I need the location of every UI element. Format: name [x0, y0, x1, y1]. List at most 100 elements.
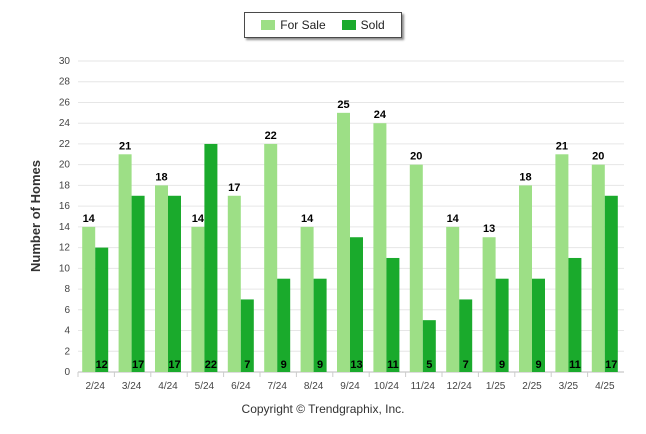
y-tick-label: 16 — [59, 201, 71, 212]
bar-sold — [386, 257, 400, 372]
bar-sold — [95, 247, 109, 372]
x-tick-label: 3/24 — [122, 381, 142, 392]
y-tick-label: 2 — [64, 346, 70, 357]
bar-for-sale — [300, 226, 314, 372]
bar-for-sale — [155, 185, 168, 372]
bar-sold — [604, 195, 618, 372]
data-label-sold: 12 — [96, 359, 108, 371]
legend-item-sold[interactable]: Sold — [341, 18, 385, 32]
x-tick-label: 11/24 — [411, 381, 436, 392]
bar-sold — [568, 257, 582, 372]
y-tick-label: 18 — [59, 180, 71, 191]
data-label-sold: 13 — [350, 359, 362, 371]
x-tick-label: 12/24 — [447, 381, 472, 392]
bar-for-sale — [519, 185, 532, 372]
data-label-for-sale: 17 — [228, 182, 240, 194]
data-label-sold: 22 — [205, 359, 217, 371]
data-label-sold: 7 — [244, 359, 250, 371]
bar-sold — [350, 237, 363, 372]
y-tick-label: 24 — [59, 118, 71, 129]
data-label-sold: 11 — [569, 359, 581, 371]
legend-swatch-for-sale — [261, 20, 276, 30]
data-label-sold: 9 — [281, 359, 287, 371]
data-label-for-sale: 13 — [483, 223, 495, 235]
bar-sold — [313, 278, 327, 372]
x-tick-label: 7/24 — [267, 381, 287, 392]
data-label-sold: 9 — [317, 359, 323, 371]
x-tick-label: 9/24 — [340, 381, 360, 392]
data-label-for-sale: 21 — [119, 140, 131, 152]
x-tick-label: 2/24 — [85, 381, 105, 392]
data-label-sold: 7 — [463, 359, 469, 371]
data-label-sold: 9 — [535, 359, 541, 371]
bar-for-sale — [191, 226, 205, 372]
data-label-for-sale: 18 — [519, 171, 531, 183]
y-tick-label: 0 — [64, 367, 70, 378]
data-label-for-sale: 24 — [374, 109, 387, 121]
bar-for-sale — [264, 143, 278, 372]
data-label-for-sale: 14 — [301, 213, 314, 225]
legend-swatch-sold — [341, 20, 356, 30]
bar-for-sale — [555, 154, 569, 372]
y-tick-label: 4 — [64, 326, 70, 337]
y-axis-label: Number of Homes — [28, 160, 43, 272]
x-tick-label: 8/24 — [304, 381, 324, 392]
copyright-footer: Copyright © Trendgraphix, Inc. — [241, 402, 405, 416]
bar-for-sale — [337, 112, 350, 372]
x-tick-label: 4/24 — [158, 381, 178, 392]
data-label-for-sale: 20 — [592, 151, 604, 163]
legend: For Sale Sold — [244, 12, 402, 38]
bar-sold — [168, 195, 181, 372]
y-tick-label: 20 — [59, 160, 71, 171]
y-tick-label: 14 — [59, 222, 71, 233]
x-tick-label: 5/24 — [195, 381, 215, 392]
bar-for-sale — [373, 123, 387, 372]
bar-sold — [495, 278, 509, 372]
bar-for-sale — [446, 226, 460, 372]
y-tick-label: 26 — [59, 97, 71, 108]
y-tick-label: 8 — [64, 284, 70, 295]
y-tick-label: 28 — [59, 77, 71, 88]
x-tick-label: 3/25 — [559, 381, 579, 392]
y-tick-label: 12 — [59, 243, 71, 254]
bar-sold — [277, 278, 291, 372]
bar-sold — [131, 195, 145, 372]
x-tick-label: 6/24 — [231, 381, 251, 392]
bar-sold — [459, 299, 473, 372]
y-tick-label: 6 — [64, 305, 70, 316]
data-label-for-sale: 14 — [447, 213, 460, 225]
y-tick-label: 30 — [59, 56, 71, 67]
x-tick-label: 4/25 — [595, 381, 615, 392]
legend-label-for-sale: For Sale — [280, 18, 326, 32]
data-label-sold: 11 — [387, 359, 399, 371]
bar-for-sale — [591, 164, 605, 372]
x-tick-label: 10/24 — [374, 381, 399, 392]
data-label-for-sale: 18 — [155, 171, 167, 183]
bar-for-sale — [409, 164, 423, 372]
bar-for-sale — [118, 154, 132, 372]
x-tick-label: 2/25 — [522, 381, 542, 392]
bar-sold — [240, 299, 254, 372]
bar-for-sale — [82, 226, 96, 372]
bar-for-sale — [227, 195, 241, 372]
data-label-for-sale: 14 — [192, 213, 205, 225]
data-label-for-sale: 22 — [265, 130, 277, 142]
x-tick-label: 1/25 — [486, 381, 506, 392]
data-label-sold: 17 — [168, 359, 180, 371]
data-label-sold: 5 — [426, 359, 432, 371]
bar-for-sale — [482, 237, 496, 372]
data-label-sold: 17 — [605, 359, 617, 371]
y-tick-label: 10 — [59, 263, 71, 274]
bar-sold — [422, 320, 436, 372]
data-label-sold: 17 — [132, 359, 144, 371]
legend-label-sold: Sold — [360, 18, 385, 32]
data-label-for-sale: 21 — [556, 140, 568, 152]
bar-sold — [204, 143, 218, 372]
data-label-for-sale: 14 — [83, 213, 96, 225]
legend-item-for-sale[interactable]: For Sale — [261, 18, 326, 32]
data-label-sold: 9 — [499, 359, 505, 371]
y-tick-label: 22 — [59, 139, 71, 150]
data-label-for-sale: 25 — [337, 99, 349, 111]
data-label-for-sale: 20 — [410, 151, 422, 163]
